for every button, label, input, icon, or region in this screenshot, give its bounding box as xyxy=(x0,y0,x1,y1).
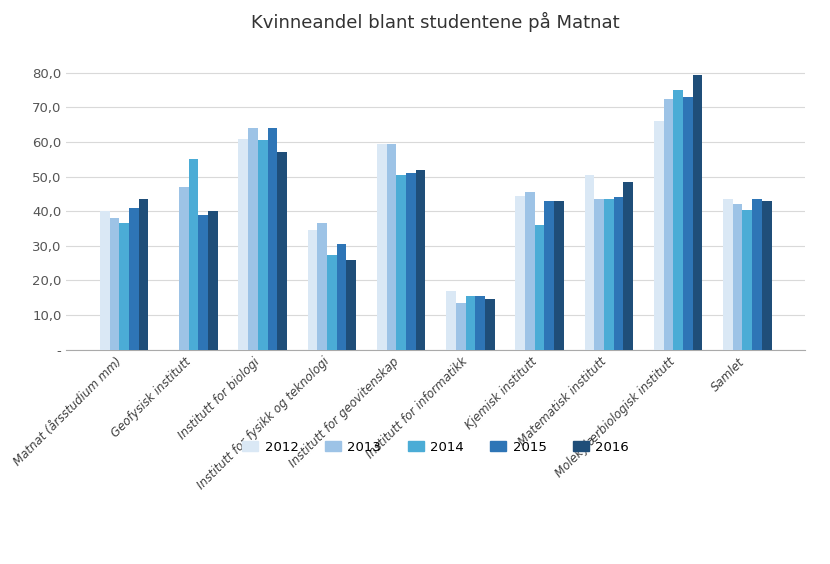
Bar xyxy=(100,212,110,350)
Bar xyxy=(406,173,416,350)
Bar xyxy=(346,259,356,350)
Bar xyxy=(317,223,327,350)
Bar xyxy=(139,199,149,350)
Bar xyxy=(673,90,683,350)
Bar xyxy=(554,201,564,350)
Bar xyxy=(604,199,613,350)
Bar xyxy=(208,212,217,350)
Bar xyxy=(188,160,198,350)
Bar xyxy=(723,199,733,350)
Bar xyxy=(416,170,425,350)
Bar xyxy=(396,175,406,350)
Bar xyxy=(377,144,387,350)
Bar xyxy=(129,208,139,350)
Bar xyxy=(327,254,337,350)
Bar xyxy=(308,230,317,350)
Title: Kvinneandel blant studentene på Matnat: Kvinneandel blant studentene på Matnat xyxy=(251,12,620,33)
Bar xyxy=(654,121,663,350)
Legend: 2012, 2013, 2014, 2015, 2016: 2012, 2013, 2014, 2015, 2016 xyxy=(237,435,634,459)
Bar xyxy=(248,128,258,350)
Bar xyxy=(456,303,466,350)
Bar xyxy=(337,244,346,350)
Bar xyxy=(238,139,248,350)
Bar xyxy=(515,196,525,350)
Bar xyxy=(692,74,702,350)
Bar xyxy=(594,199,604,350)
Bar xyxy=(179,187,188,350)
Bar xyxy=(525,192,535,350)
Bar xyxy=(584,175,594,350)
Bar xyxy=(663,99,673,350)
Bar xyxy=(387,144,396,350)
Bar xyxy=(485,299,495,350)
Bar xyxy=(466,296,476,350)
Bar xyxy=(277,152,287,350)
Bar xyxy=(623,182,633,350)
Bar xyxy=(762,201,772,350)
Bar xyxy=(683,97,692,350)
Bar xyxy=(733,204,743,350)
Bar xyxy=(258,140,267,350)
Bar xyxy=(198,215,208,350)
Bar xyxy=(447,291,456,350)
Bar xyxy=(110,218,120,350)
Bar xyxy=(743,209,752,350)
Bar xyxy=(267,128,277,350)
Bar xyxy=(535,225,544,350)
Bar xyxy=(544,201,554,350)
Bar xyxy=(613,197,623,350)
Bar xyxy=(476,296,485,350)
Bar xyxy=(120,223,129,350)
Bar xyxy=(752,199,762,350)
